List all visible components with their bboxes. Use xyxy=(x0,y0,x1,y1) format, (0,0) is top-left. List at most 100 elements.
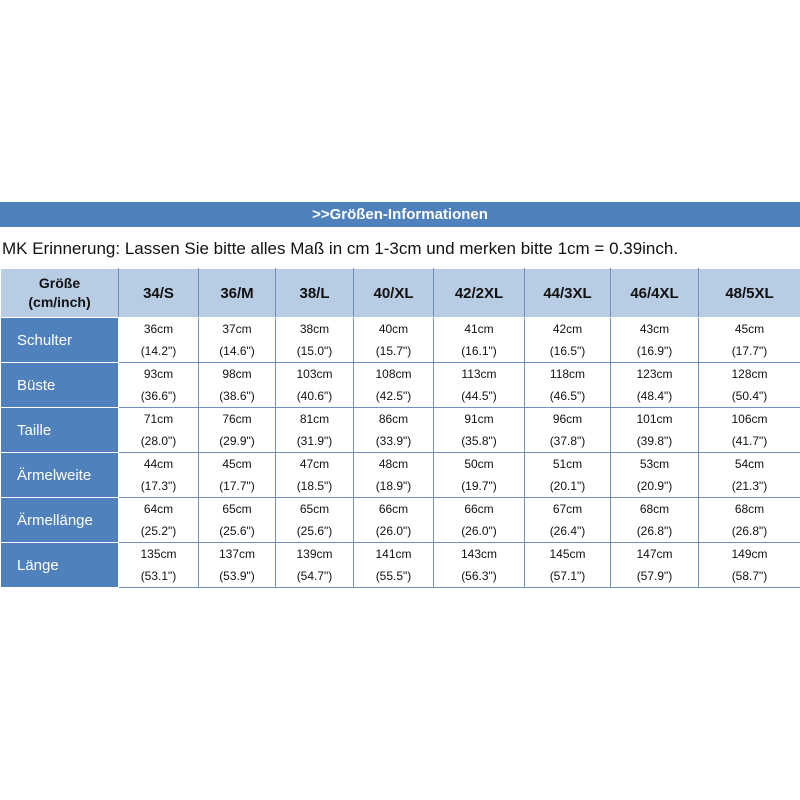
cm-value: 47cm xyxy=(299,457,330,471)
measurement-cell: 41cm (16.1") xyxy=(433,317,525,363)
cm-value: 65cm xyxy=(222,502,252,516)
measurement-cell: 48cm (18.9") xyxy=(353,452,434,498)
inch-value: (39.8") xyxy=(636,434,673,448)
cm-value: 137cm xyxy=(218,547,256,561)
inch-value: (36.6") xyxy=(140,389,177,403)
page-title: >>Größen-Informationen xyxy=(312,206,488,223)
measurement-cell: 147cm (57.9") xyxy=(610,542,699,588)
size-header: 38/L xyxy=(275,268,354,318)
inch-value: (26.4") xyxy=(549,524,586,538)
inch-value: (16.9") xyxy=(636,344,673,358)
inch-value: (37.8") xyxy=(549,434,586,448)
measurement-cell: 71cm (28.0") xyxy=(118,407,199,453)
inch-value: (33.9") xyxy=(375,434,412,448)
inch-value: (41.7") xyxy=(731,434,768,448)
cm-value: 68cm xyxy=(734,502,765,516)
inch-value: (25.6") xyxy=(219,524,255,538)
inch-value: (17.7") xyxy=(219,479,255,493)
header-row: Größe (cm/inch) 34/S 36/M 38/L 40/XL 42/… xyxy=(0,268,800,318)
size-header: 42/2XL xyxy=(433,268,525,318)
measurement-cell: 86cm (33.9") xyxy=(353,407,434,453)
table-row: Schulter 36cm (14.2") 37cm (14.6") 38cm (15.0"… xyxy=(0,317,800,363)
measurement-cell: 65cm (25.6") xyxy=(198,497,276,543)
measurement-cell: 108cm (42.5") xyxy=(353,362,434,408)
inch-value: (31.9") xyxy=(296,434,333,448)
cm-value: 40cm xyxy=(378,322,409,336)
measurement-cell: 66cm (26.0") xyxy=(433,497,525,543)
inch-value: (14.6") xyxy=(219,344,255,358)
cm-value: 45cm xyxy=(222,457,252,471)
measurement-cell: 135cm (53.1") xyxy=(118,542,199,588)
cm-value: 51cm xyxy=(552,457,583,471)
size-header: 40/XL xyxy=(353,268,434,318)
table-row: Büste 93cm (36.6") 98cm (38.6") 103cm (40.6") 1… xyxy=(0,362,800,408)
measurement-cell: 50cm (19.7") xyxy=(433,452,525,498)
inch-value: (42.5") xyxy=(375,389,412,403)
measurement-cell: 101cm (39.8") xyxy=(610,407,699,453)
cm-value: 108cm xyxy=(375,367,412,381)
cm-value: 36cm xyxy=(143,322,174,336)
cm-value: 44cm xyxy=(143,457,174,471)
cm-value: 68cm xyxy=(639,502,670,516)
cm-value: 147cm xyxy=(636,547,673,561)
inch-value: (14.2") xyxy=(140,344,177,358)
cm-value: 96cm xyxy=(552,412,583,426)
cm-value: 50cm xyxy=(464,457,494,471)
measurement-cell: 47cm (18.5") xyxy=(275,452,354,498)
measurement-cell: 93cm (36.6") xyxy=(118,362,199,408)
inch-value: (21.3") xyxy=(731,479,768,493)
inch-value: (20.9") xyxy=(636,479,673,493)
measurement-cell: 81cm (31.9") xyxy=(275,407,354,453)
cm-value: 128cm xyxy=(731,367,768,381)
size-header: 46/4XL xyxy=(610,268,699,318)
cm-value: 65cm xyxy=(299,502,330,516)
corner-header-line1: Größe xyxy=(38,275,81,291)
measurement-cell: 40cm (15.7") xyxy=(353,317,434,363)
inch-value: (29.9") xyxy=(219,434,255,448)
row-label: Schulter xyxy=(0,317,119,363)
inch-value: (35.8") xyxy=(461,434,497,448)
measurement-cell: 98cm (38.6") xyxy=(198,362,276,408)
inch-value: (58.7") xyxy=(731,569,768,583)
inch-value: (18.5") xyxy=(296,479,333,493)
inch-value: (40.6") xyxy=(296,389,333,403)
measurement-cell: 91cm (35.8") xyxy=(433,407,525,453)
measurement-cell: 51cm (20.1") xyxy=(524,452,611,498)
table-row: Ärmelweite 44cm (17.3") 45cm (17.7") 47cm (18.… xyxy=(0,452,800,498)
cm-value: 139cm xyxy=(296,547,333,561)
cm-value: 149cm xyxy=(731,547,768,561)
inch-value: (53.1") xyxy=(140,569,177,583)
cm-value: 103cm xyxy=(296,367,333,381)
cm-value: 71cm xyxy=(143,412,174,426)
inch-value: (50.4") xyxy=(731,389,768,403)
cm-value: 54cm xyxy=(734,457,765,471)
corner-header-line2: (cm/inch) xyxy=(28,294,91,310)
cm-value: 145cm xyxy=(549,547,586,561)
corner-header: Größe (cm/inch) xyxy=(0,268,119,318)
measurement-cell: 65cm (25.6") xyxy=(275,497,354,543)
inch-value: (26.8") xyxy=(731,524,768,538)
cm-value: 66cm xyxy=(378,502,409,516)
cm-value: 91cm xyxy=(464,412,494,426)
table-row: Ärmellänge 64cm (25.2") 65cm (25.6") 65cm (25.… xyxy=(0,497,800,543)
cm-value: 123cm xyxy=(636,367,673,381)
inch-value: (28.0") xyxy=(140,434,177,448)
inch-value: (57.1") xyxy=(549,569,586,583)
inch-value: (48.4") xyxy=(636,389,673,403)
measurement-cell: 44cm (17.3") xyxy=(118,452,199,498)
measurement-cell: 137cm (53.9") xyxy=(198,542,276,588)
measurement-cell: 103cm (40.6") xyxy=(275,362,354,408)
inch-value: (53.9") xyxy=(219,569,255,583)
inch-value: (26.8") xyxy=(636,524,673,538)
measurement-cell: 38cm (15.0") xyxy=(275,317,354,363)
size-table: Größe (cm/inch) 34/S 36/M 38/L 40/XL 42/… xyxy=(0,268,800,588)
inch-value: (17.3") xyxy=(140,479,177,493)
cm-value: 64cm xyxy=(143,502,174,516)
inch-value: (18.9") xyxy=(375,479,412,493)
row-label: Ärmelweite xyxy=(0,452,119,498)
cm-value: 42cm xyxy=(552,322,583,336)
inch-value: (16.1") xyxy=(461,344,497,358)
cm-value: 143cm xyxy=(460,547,498,561)
inch-value: (26.0") xyxy=(375,524,412,538)
inch-value: (15.7") xyxy=(375,344,412,358)
